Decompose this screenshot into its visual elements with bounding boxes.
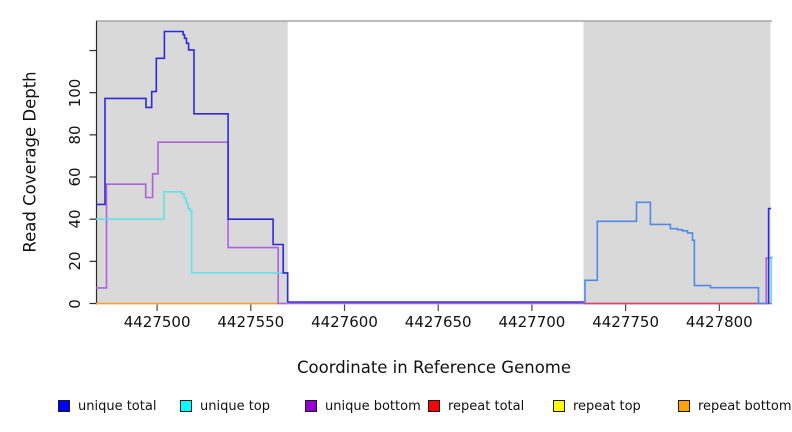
x-axis-title: Coordinate in Reference Genome bbox=[296, 358, 572, 377]
x-tick-label: 4427800 bbox=[685, 313, 753, 331]
x-tick-label: 4427600 bbox=[311, 313, 378, 331]
series-line-unique-total bbox=[96, 30, 584, 303]
legend-swatch-icon bbox=[428, 400, 440, 412]
y-tick-label: 20 bbox=[66, 251, 84, 271]
legend-item-unique-total: unique total bbox=[58, 398, 156, 414]
series-line-unique-bottom bbox=[96, 141, 772, 305]
y-tick-label: 0 bbox=[66, 298, 84, 309]
legend: unique total unique top unique bottom repea… bbox=[0, 394, 792, 422]
legend-item-unique-top: unique top bbox=[180, 398, 270, 414]
series-line-unique-top bbox=[770, 256, 773, 304]
series-line-unique-total bbox=[767, 207, 772, 304]
y-tick-label: 40 bbox=[66, 209, 84, 229]
legend-item-repeat-bottom: repeat bottom bbox=[678, 398, 792, 414]
x-tick-label: 4427500 bbox=[123, 313, 191, 331]
legend-swatch-icon bbox=[305, 400, 317, 412]
legend-label: unique top bbox=[200, 398, 271, 414]
legend-item-unique-bottom: unique bottom bbox=[305, 398, 421, 414]
series-line-unique-top bbox=[96, 191, 289, 304]
x-tick-label: 4427700 bbox=[498, 313, 566, 331]
legend-swatch-icon bbox=[180, 400, 192, 412]
legend-label: repeat top bbox=[573, 398, 641, 414]
legend-swatch-icon bbox=[678, 400, 690, 412]
legend-label: unique bottom bbox=[325, 398, 421, 414]
y-tick-label: 80 bbox=[66, 125, 84, 145]
y-axis-title: Read Coverage Depth bbox=[20, 71, 40, 253]
legend-item-repeat-top: repeat top bbox=[553, 398, 641, 414]
x-tick-label: 4427550 bbox=[217, 313, 285, 331]
legend-label: unique total bbox=[78, 398, 157, 414]
right-shaded-region bbox=[583, 21, 771, 305]
x-tick-label: 4427750 bbox=[592, 313, 660, 331]
legend-item-repeat-total: repeat total bbox=[428, 398, 524, 414]
legend-swatch-icon bbox=[553, 400, 565, 412]
series-line-unique-total bbox=[583, 201, 769, 305]
y-tick-label: 60 bbox=[66, 167, 84, 187]
legend-label: repeat bottom bbox=[698, 398, 792, 414]
legend-swatch-icon bbox=[58, 400, 70, 412]
y-tick-label: 100 bbox=[66, 78, 84, 107]
x-tick-label: 4427650 bbox=[404, 313, 472, 331]
legend-label: repeat total bbox=[448, 398, 525, 414]
